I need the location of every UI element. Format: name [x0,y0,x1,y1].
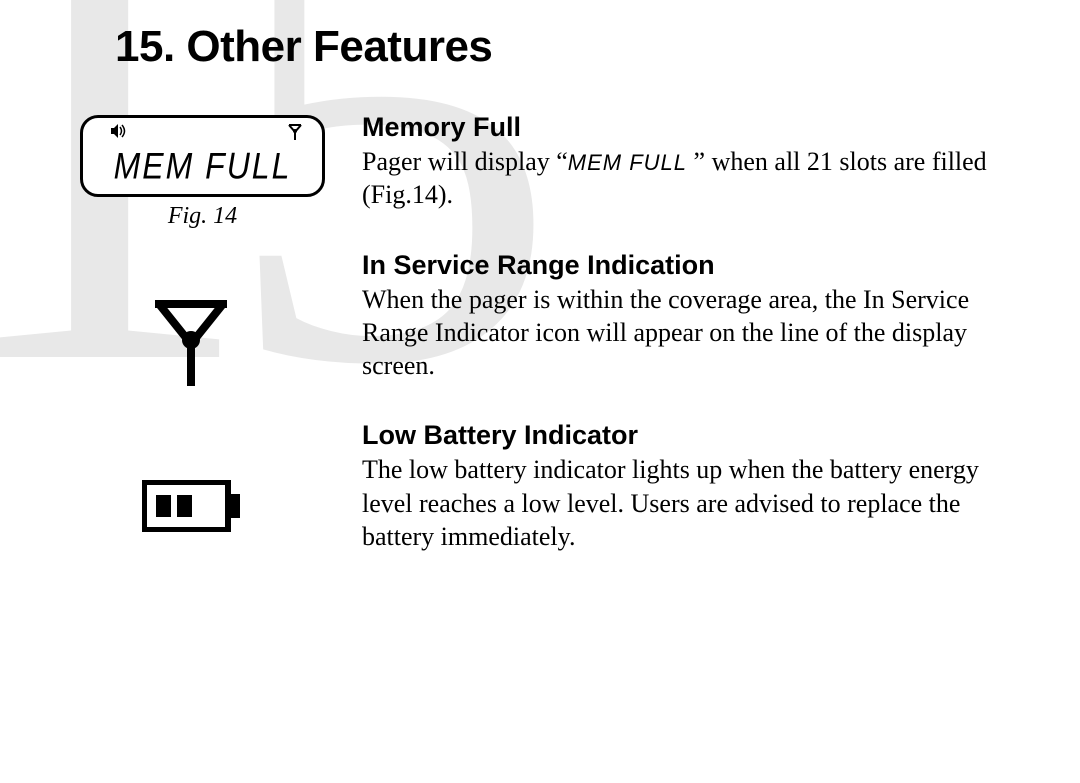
body-memory-full: Pager will display “MEM FULL ” when all … [362,145,1022,212]
low-battery-icon [142,480,242,537]
pager-display-figure: MEM FULL [80,115,325,197]
section-service-range: In Service Range Indication When the pag… [362,250,1022,383]
speaker-icon [111,124,129,145]
heading-service-range: In Service Range Indication [362,250,1022,281]
antenna-small-icon [288,124,302,145]
section-low-battery: Low Battery Indicator The low battery in… [362,420,1022,553]
heading-low-battery: Low Battery Indicator [362,420,1022,451]
inline-lcd-text: MEM FULL [568,150,687,175]
heading-memory-full: Memory Full [362,112,1022,143]
figure-caption: Fig. 14 [80,203,325,230]
chapter-title: 15. Other Features [115,22,492,72]
chapter-number: 15. [115,22,175,71]
body-low-battery: The low battery indicator lights up when… [362,453,1022,553]
pager-display-text: MEM FULL [83,145,322,188]
body-service-range: When the pager is within the coverage ar… [362,283,1022,383]
body-text-pre: Pager will display “ [362,147,568,176]
antenna-icon [155,300,227,393]
chapter-title-text: Other Features [186,22,492,71]
section-memory-full: Memory Full Pager will display “MEM FULL… [362,112,1022,212]
